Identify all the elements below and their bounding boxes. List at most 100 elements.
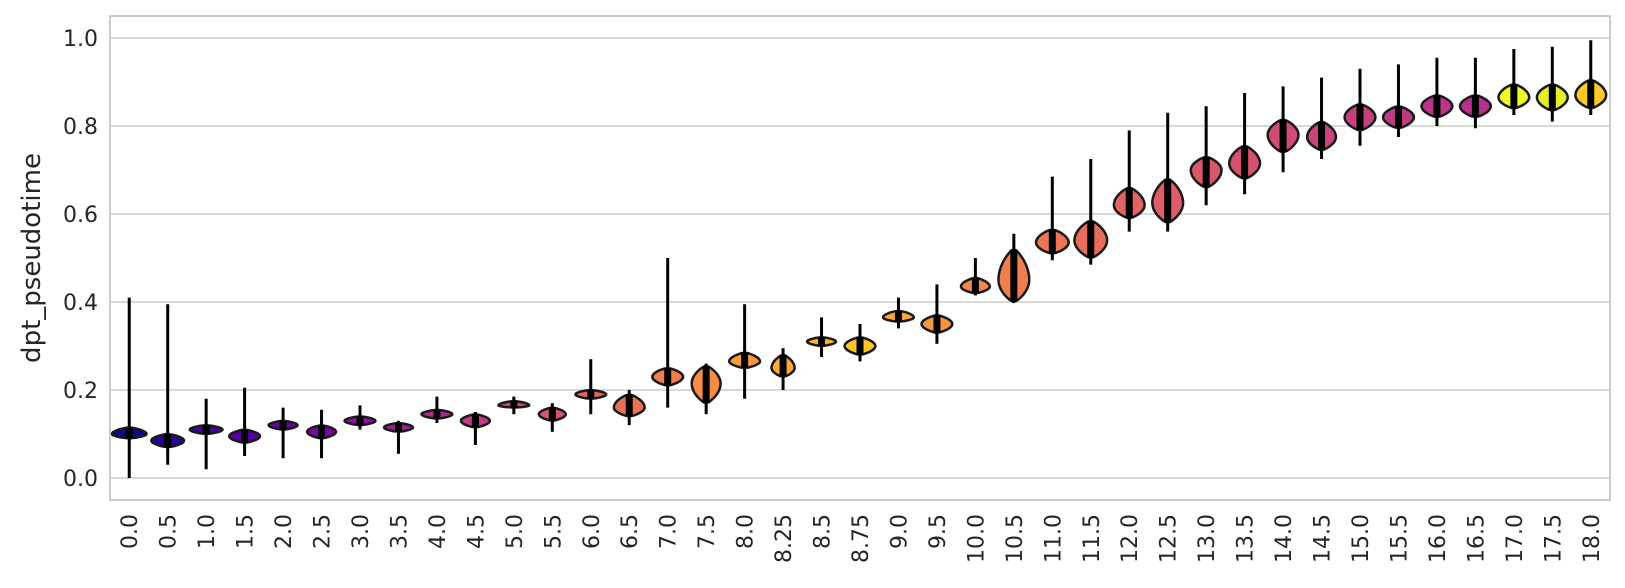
x-tick-label: 8.0 bbox=[734, 514, 759, 549]
violin-median bbox=[473, 418, 478, 423]
violin bbox=[537, 403, 568, 432]
violin-median bbox=[1550, 95, 1555, 100]
x-tick-label: 9.5 bbox=[926, 514, 951, 549]
violin-median bbox=[319, 429, 324, 434]
violin bbox=[727, 304, 762, 399]
violin-median bbox=[1242, 161, 1247, 166]
violin-median bbox=[627, 405, 632, 410]
violin-median bbox=[1088, 238, 1093, 243]
x-tick-label: 10.5 bbox=[1003, 514, 1028, 563]
violin-median bbox=[1511, 95, 1517, 100]
violin-median bbox=[1319, 134, 1324, 140]
violin bbox=[997, 233, 1031, 304]
x-tick-label: 17.0 bbox=[1503, 514, 1528, 563]
x-tick-label: 2.5 bbox=[311, 514, 336, 549]
x-tick-label: 18.0 bbox=[1580, 514, 1605, 563]
violin-median bbox=[665, 374, 670, 379]
violin-median bbox=[203, 427, 209, 432]
y-tick-label: 0.2 bbox=[63, 379, 98, 404]
violin bbox=[382, 420, 415, 454]
violin-median bbox=[127, 431, 132, 437]
violin-median bbox=[819, 339, 824, 344]
violin bbox=[1189, 106, 1223, 206]
y-axis-ticks: 0.0 0.2 0.4 0.6 0.8 1.0 bbox=[63, 27, 98, 492]
violins bbox=[110, 40, 1608, 478]
violin bbox=[1266, 86, 1300, 173]
violin bbox=[574, 359, 608, 415]
violin-median bbox=[1357, 115, 1363, 120]
violin-median bbox=[242, 434, 247, 439]
violin-median bbox=[896, 315, 901, 320]
violin-median bbox=[165, 438, 170, 443]
violin bbox=[1034, 176, 1070, 261]
x-tick-label: 17.5 bbox=[1541, 514, 1566, 563]
violin-median bbox=[973, 284, 978, 289]
violin-median bbox=[434, 412, 440, 417]
violin-median bbox=[396, 425, 401, 430]
violin-median bbox=[588, 392, 593, 397]
violin-median bbox=[511, 403, 517, 408]
violin bbox=[770, 348, 796, 390]
violin-median bbox=[1280, 132, 1286, 137]
violin bbox=[690, 363, 722, 415]
x-tick-label: 12.5 bbox=[1157, 514, 1182, 563]
violin bbox=[805, 317, 838, 357]
y-tick-label: 0.6 bbox=[63, 203, 98, 228]
violin bbox=[110, 297, 148, 478]
x-tick-label: 14.5 bbox=[1311, 514, 1336, 563]
violin bbox=[612, 390, 646, 426]
x-tick-label: 16.0 bbox=[1426, 514, 1451, 563]
violin bbox=[1227, 93, 1262, 195]
violin-median bbox=[1165, 200, 1170, 206]
violin-median bbox=[1434, 104, 1440, 109]
x-tick-label: 16.5 bbox=[1464, 514, 1489, 563]
x-tick-label: 8.5 bbox=[811, 514, 836, 549]
violin bbox=[1151, 112, 1185, 232]
x-tick-label: 12.0 bbox=[1118, 514, 1143, 563]
x-tick-label: 4.0 bbox=[426, 514, 451, 549]
x-tick-label: 0.0 bbox=[118, 514, 143, 549]
x-tick-label: 13.5 bbox=[1234, 514, 1259, 563]
violin-median bbox=[550, 412, 555, 417]
x-tick-label: 3.0 bbox=[349, 514, 374, 549]
violin-median bbox=[1473, 104, 1478, 109]
violin bbox=[1343, 68, 1377, 146]
x-tick-label: 13.0 bbox=[1195, 514, 1220, 563]
violin bbox=[1112, 130, 1146, 232]
x-tick-label: 15.0 bbox=[1349, 514, 1374, 563]
violin-median bbox=[280, 423, 286, 428]
x-tick-label: 1.5 bbox=[234, 514, 259, 549]
x-tick-label: 5.0 bbox=[503, 514, 528, 549]
violin bbox=[1497, 49, 1531, 115]
violin-median bbox=[1588, 93, 1593, 98]
x-tick-label: 4.5 bbox=[464, 514, 489, 549]
violin-median bbox=[357, 418, 363, 423]
violin bbox=[1574, 40, 1608, 115]
x-tick-label: 11.5 bbox=[1080, 514, 1105, 563]
x-tick-label: 11.0 bbox=[1041, 514, 1066, 563]
x-tick-label: 5.5 bbox=[541, 514, 566, 549]
x-tick-label: 6.5 bbox=[618, 514, 643, 549]
x-tick-label: 15.5 bbox=[1388, 514, 1413, 563]
violin bbox=[459, 412, 492, 445]
violin-median bbox=[703, 381, 709, 386]
x-tick-label: 1.0 bbox=[195, 514, 220, 549]
violin bbox=[651, 258, 685, 408]
x-tick-label: 7.5 bbox=[695, 514, 720, 549]
violin bbox=[188, 398, 224, 470]
x-tick-label: 9.0 bbox=[888, 514, 913, 549]
violin bbox=[1381, 64, 1416, 137]
violin-median bbox=[1203, 167, 1209, 173]
y-tick-label: 1.0 bbox=[63, 27, 98, 52]
violin-median bbox=[934, 321, 940, 327]
violin bbox=[1305, 77, 1338, 159]
violin-median bbox=[780, 365, 786, 371]
violin bbox=[843, 324, 877, 362]
violin bbox=[1073, 159, 1109, 265]
violin bbox=[1420, 57, 1454, 126]
violin-median bbox=[1396, 115, 1401, 120]
y-tick-label: 0.4 bbox=[63, 291, 98, 316]
violin bbox=[1535, 46, 1569, 122]
violin bbox=[497, 396, 531, 415]
